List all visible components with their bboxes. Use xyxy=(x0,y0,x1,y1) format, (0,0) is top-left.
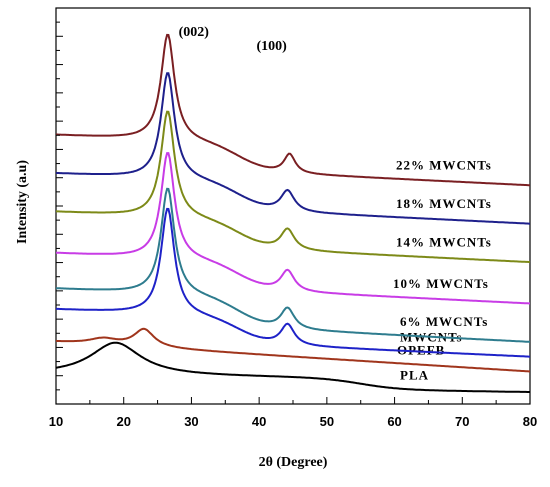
x-tick-label: 70 xyxy=(455,414,469,429)
series-label: 14% MWCNTs xyxy=(396,234,492,249)
x-tick-label: 20 xyxy=(116,414,130,429)
x-tick-label: 10 xyxy=(49,414,63,429)
series-label: 18% MWCNTs xyxy=(396,196,492,211)
series-label: 22% MWCNTs xyxy=(396,158,492,173)
series-line xyxy=(55,341,530,393)
series-line xyxy=(55,72,531,225)
series-label: OPEFB xyxy=(397,342,445,357)
x-tick-label: 50 xyxy=(320,414,334,429)
ticks-layer: 10 20 30 40 50 60 70 80 xyxy=(49,7,537,429)
x-tick-label: 60 xyxy=(387,414,401,429)
x-axis-title: 2θ (Degree) xyxy=(259,455,328,470)
series-line xyxy=(56,33,530,187)
peak-annotation: (002) xyxy=(179,25,210,40)
series-line xyxy=(56,187,531,343)
series-line xyxy=(56,152,530,305)
series-label: 10% MWCNTs xyxy=(393,276,489,291)
series-label: PLA xyxy=(400,368,429,383)
y-axis-title: Intensity (a.u) xyxy=(15,160,30,244)
series-label: 6% MWCNTs xyxy=(400,314,488,329)
series-line xyxy=(55,110,531,264)
x-tick-label: 30 xyxy=(184,414,198,429)
peak-annotation: (100) xyxy=(256,39,287,54)
series-line xyxy=(55,327,531,373)
x-tick-label: 80 xyxy=(523,414,537,429)
series-line xyxy=(55,207,530,358)
x-tick-label: 40 xyxy=(252,414,266,429)
